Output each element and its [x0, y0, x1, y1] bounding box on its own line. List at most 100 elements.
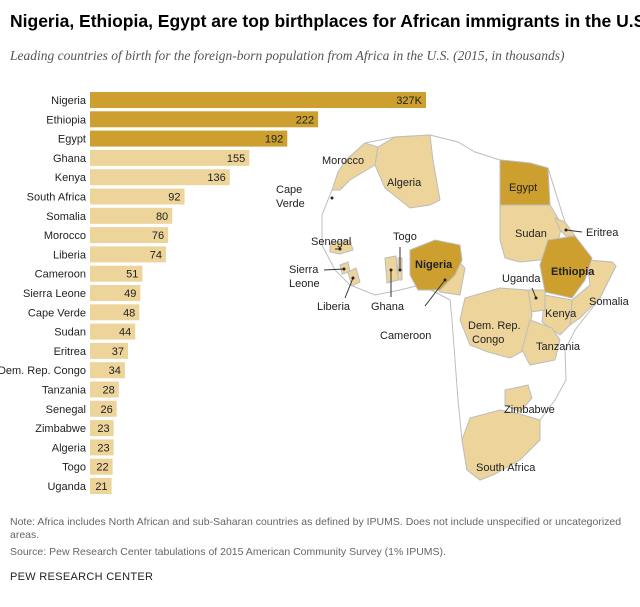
- map-label-drc-l2: Congo: [472, 334, 504, 346]
- category-label-liberia: Liberia: [53, 249, 87, 261]
- category-label-cape-verde: Cape Verde: [28, 307, 86, 319]
- map-label-cape-verde: Cape Verde: [276, 184, 305, 210]
- map-label-sierra-leone-l2: Leone: [289, 278, 320, 290]
- bar-tanzania: [90, 381, 119, 398]
- bar-chart: Nigeria 327K Ethiopia 222 Egypt 192 Ghana 155 Ke…: [0, 92, 426, 494]
- map-region-south-africa: [461, 409, 541, 481]
- leader-line-uganda: [531, 287, 537, 299]
- bar-dem-rep-congo: [90, 362, 125, 379]
- leader-line-sierra-leone: [323, 268, 345, 271]
- value-label-cameroon: 51: [126, 269, 138, 281]
- africa-map: Morocco Algeria Egypt Cape Verde Senegal…: [276, 134, 630, 481]
- bar-cameroon: [90, 265, 143, 282]
- category-label-togo: Togo: [62, 462, 86, 474]
- map-label-drc-l1: Dem. Rep.: [468, 320, 521, 332]
- leader-line-cameroon: [424, 279, 446, 307]
- value-label-algeria: 23: [97, 442, 109, 454]
- map-label-uganda: Uganda: [502, 273, 541, 285]
- bar-kenya: [90, 169, 230, 186]
- map-region-egypt: [499, 159, 551, 206]
- map-region-drc: [459, 287, 533, 359]
- category-label-uganda: Uganda: [47, 481, 86, 493]
- dot-togo: [398, 268, 402, 272]
- map-label-senegal: Senegal: [311, 236, 351, 248]
- dot-cape-verde: [330, 196, 334, 200]
- bar-sierra-leone: [90, 285, 141, 301]
- value-label-senegal: 26: [100, 404, 112, 416]
- map-label-morocco: Morocco: [322, 155, 364, 167]
- bar-liberia: [90, 246, 167, 263]
- bar-morocco: [90, 227, 169, 244]
- map-label-sudan: Sudan: [515, 228, 547, 240]
- bar-uganda: [90, 478, 112, 494]
- map-label-somalia: Somalia: [589, 296, 630, 308]
- brand-name: PEW RESEARCH CENTER: [10, 571, 154, 583]
- category-label-cameroon: Cameroon: [35, 269, 86, 281]
- map-label-drc: Dem. Rep. Congo: [468, 320, 524, 346]
- dot-liberia: [351, 276, 355, 280]
- value-label-zimbabwe: 23: [97, 423, 109, 435]
- map-label-sierra-leone: Sierra Leone: [289, 264, 321, 290]
- dot-cameroon: [443, 278, 447, 282]
- map-region-kenya: [541, 294, 573, 336]
- map-region-senegal: [329, 239, 354, 255]
- bar-sudan: [90, 323, 136, 340]
- map-region-zimbabwe: [504, 384, 533, 413]
- category-label-dem-rep-congo: Dem. Rep. Congo: [0, 365, 86, 377]
- map-label-zimbabwe: Zimbabwe: [504, 404, 555, 416]
- chart-area: Morocco Algeria Egypt Cape Verde Senegal…: [0, 92, 630, 494]
- category-label-sudan: Sudan: [54, 327, 86, 339]
- map-label-ghana: Ghana: [371, 301, 405, 313]
- bar-nigeria: [90, 92, 426, 108]
- bar-zimbabwe: [90, 420, 114, 437]
- map-region-morocco: [331, 142, 379, 191]
- value-label-eritrea: 37: [112, 346, 124, 358]
- chart-subtitle: Leading countries of birth for the forei…: [10, 48, 565, 63]
- category-label-morocco: Morocco: [44, 230, 86, 242]
- map-region-algeria: [374, 134, 441, 209]
- chart-note: Note: Africa includes North African and …: [10, 516, 622, 541]
- map-label-sierra-leone-l1: Sierra: [289, 264, 319, 276]
- map-label-togo: Togo: [393, 231, 417, 243]
- value-label-uganda: 21: [95, 481, 107, 493]
- map-region-nigeria: [409, 239, 463, 291]
- value-label-south-africa: 92: [168, 192, 180, 204]
- value-label-egypt: 192: [265, 134, 283, 146]
- category-label-somalia: Somalia: [46, 211, 87, 223]
- bar-senegal: [90, 400, 117, 417]
- map-label-cape-verde-l1: Cape: [276, 184, 302, 196]
- bar-eritrea: [90, 342, 129, 359]
- map-label-algeria: Algeria: [387, 177, 422, 189]
- map-label-kenya: Kenya: [545, 308, 577, 320]
- bar-somalia: [90, 207, 173, 224]
- category-label-senegal: Senegal: [46, 404, 86, 416]
- bar-ethiopia: [90, 111, 319, 128]
- dot-sierra-leone: [342, 267, 346, 271]
- category-label-zimbabwe: Zimbabwe: [35, 423, 86, 435]
- bar-ghana: [90, 149, 250, 166]
- category-label-algeria: Algeria: [52, 442, 87, 454]
- bar-south-africa: [90, 188, 185, 205]
- map-region-eritrea: [554, 217, 576, 237]
- leader-line-eritrea: [565, 229, 583, 233]
- chart-source: Source: Pew Research Center tabulations …: [10, 546, 446, 558]
- chart-title: Nigeria, Ethiopia, Egypt are top birthpl…: [10, 11, 640, 31]
- dot-ghana: [389, 268, 393, 272]
- map-label-ethiopia: Ethiopia: [551, 266, 595, 278]
- value-label-togo: 22: [96, 462, 108, 474]
- map-label-cape-verde-l2: Verde: [276, 198, 305, 210]
- bar-algeria: [90, 439, 114, 456]
- category-label-south-africa: South Africa: [27, 192, 87, 204]
- dot-eritrea: [564, 228, 568, 232]
- bar-cape-verde: [90, 304, 140, 321]
- category-label-nigeria: Nigeria: [51, 95, 87, 107]
- value-label-sudan: 44: [119, 327, 131, 339]
- dot-senegal: [338, 247, 342, 251]
- map-label-eritrea: Eritrea: [586, 227, 619, 239]
- category-label-ethiopia: Ethiopia: [46, 114, 87, 126]
- value-label-dem-rep-congo: 34: [109, 365, 121, 377]
- value-label-sierra-leone: 49: [124, 288, 136, 300]
- value-label-morocco: 76: [152, 230, 164, 242]
- category-label-eritrea: Eritrea: [54, 346, 87, 358]
- value-label-liberia: 74: [150, 249, 162, 261]
